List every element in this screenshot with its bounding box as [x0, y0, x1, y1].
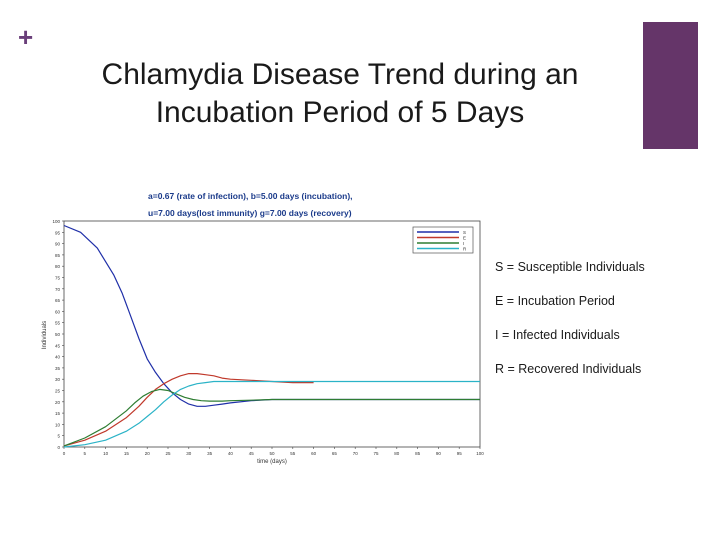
x-tick-label: 20 — [145, 451, 151, 456]
y-axis-label: Individuals — [42, 321, 48, 349]
x-tick-label: 80 — [394, 451, 400, 456]
x-tick-label: 50 — [269, 451, 275, 456]
chart-header-line-2: u=7.00 days(lost immunity) g=7.00 days (… — [148, 208, 352, 218]
plot-frame — [63, 220, 481, 448]
sir-chart: a=0.67 (rate of infection), b=5.00 days … — [42, 191, 484, 465]
x-tick-label: 85 — [415, 451, 421, 456]
explanation-r: R = Recovered Individuals — [495, 362, 642, 376]
y-tick-label: 40 — [55, 355, 61, 360]
y-tick-label: 20 — [55, 400, 61, 405]
y-tick-label: 75 — [55, 276, 61, 281]
slide-title-line-1: Chlamydia Disease Trend during an — [101, 58, 579, 91]
x-tick-label: 95 — [457, 451, 463, 456]
y-tick-label: 10 — [55, 422, 61, 427]
explanation-s: S = Susceptible Individuals — [495, 260, 645, 274]
series-line-e — [63, 373, 314, 447]
x-tick-label: 100 — [476, 451, 484, 456]
y-tick-label: 0 — [57, 445, 60, 450]
chart-header-line-1: a=0.67 (rate of infection), b=5.00 days … — [148, 191, 353, 201]
explanation-i: I = Infected Individuals — [495, 328, 620, 342]
x-tick-label: 60 — [311, 451, 317, 456]
y-tick-label: 95 — [55, 230, 61, 235]
x-tick-label: 90 — [436, 451, 442, 456]
y-axis-ticks: 0 5 10 15 20 25 30 35 40 45 50 55 60 65 70 75 80 85 90 95 10… — [52, 219, 64, 450]
x-axis-ticks: 0 5 10 15 20 25 30 35 40 45 50 55 60 65 70 75 80 85 90 95 10… — [63, 447, 484, 456]
slide-title: Chlamydia Disease Trend during an Incuba… — [40, 56, 640, 132]
slide-title-line-2: Incubation Period of 5 Days — [155, 96, 525, 129]
y-tick-label: 35 — [55, 366, 61, 371]
y-tick-label: 45 — [55, 343, 61, 348]
series-line-r — [63, 380, 480, 448]
y-tick-label: 85 — [55, 253, 61, 258]
y-tick-label: 30 — [55, 377, 61, 382]
accent-bar — [643, 22, 698, 149]
y-tick-label: 80 — [55, 264, 61, 269]
y-tick-label: 100 — [52, 219, 60, 224]
y-tick-label: 55 — [55, 321, 61, 326]
x-axis-label: time (days) — [257, 459, 287, 465]
y-tick-label: 70 — [55, 287, 61, 292]
y-tick-label: 65 — [55, 298, 61, 303]
y-tick-label: 25 — [55, 389, 61, 394]
legend-label-i: I — [463, 241, 464, 246]
y-tick-label: 5 — [57, 434, 60, 439]
y-tick-label: 60 — [55, 309, 61, 314]
x-tick-label: 70 — [353, 451, 359, 456]
series-lines — [63, 224, 480, 448]
series-explanations: S = Susceptible Individuals E = Incubati… — [495, 255, 715, 391]
x-tick-label: 10 — [103, 451, 109, 456]
x-tick-label: 25 — [165, 451, 171, 456]
x-tick-label: 35 — [207, 451, 213, 456]
y-tick-label: 90 — [55, 242, 61, 247]
x-tick-label: 5 — [84, 451, 87, 456]
x-tick-label: 75 — [373, 451, 379, 456]
explanation-e: E = Incubation Period — [495, 294, 615, 308]
y-tick-label: 15 — [55, 411, 61, 416]
x-tick-label: 45 — [249, 451, 255, 456]
legend-label-r: R — [463, 246, 467, 251]
plus-icon: + — [18, 22, 34, 52]
legend-label-e: E — [463, 235, 466, 240]
x-tick-label: 65 — [332, 451, 338, 456]
x-tick-label: 55 — [290, 451, 296, 456]
series-line-i — [63, 388, 480, 447]
y-tick-label: 50 — [55, 332, 61, 337]
x-tick-label: 30 — [186, 451, 192, 456]
legend-label-s: S — [463, 230, 466, 235]
x-tick-label: 15 — [124, 451, 130, 456]
x-tick-label: 0 — [63, 451, 66, 456]
x-tick-label: 40 — [228, 451, 234, 456]
